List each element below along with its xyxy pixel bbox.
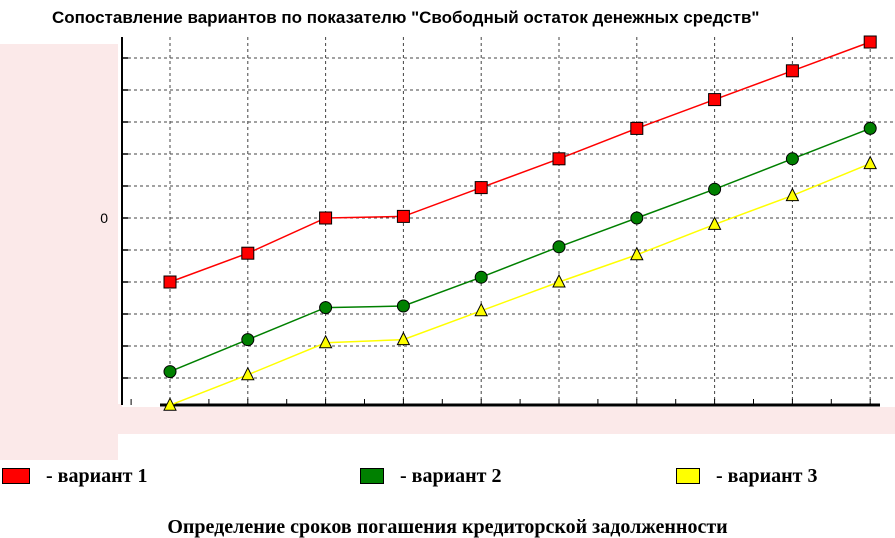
data-point-circle [474,270,488,284]
data-point-circle [396,299,410,313]
data-point-triangle [474,302,489,317]
data-point-square [241,246,255,260]
data-point-square [863,35,877,49]
chart-title: Сопоставление вариантов по показателю "С… [52,8,760,27]
data-point-square [552,152,566,166]
background-smear [118,404,895,434]
data-point-circle [630,211,644,225]
legend-label-3: - вариант 3 [716,464,818,487]
background-smear [0,44,118,404]
legend-swatch-yellow [676,468,700,484]
data-point-circle [708,182,722,196]
data-point-triangle [785,187,800,202]
y-tick-label: 0 [100,210,108,226]
data-point-circle [552,240,566,254]
data-point-square [785,64,799,78]
data-point-circle [863,121,877,135]
legend-label-1: - вариант 1 [46,464,148,487]
series-line-3 [169,162,871,406]
plot-area [122,37,895,407]
data-point-square [163,275,177,289]
legend-swatch-green [360,468,384,484]
data-point-triangle [240,366,255,381]
data-point-triangle [707,216,722,230]
series-line-2 [169,127,871,373]
data-point-circle [163,365,177,379]
data-point-square [396,209,410,223]
data-point-triangle [863,155,878,170]
data-point-triangle [163,397,177,411]
data-point-triangle [396,331,411,346]
legend-swatch-red [2,468,30,484]
legend-item-1: - вариант 1 [2,464,147,488]
legend-label-2: - вариант 2 [400,464,502,487]
data-point-square [630,121,644,135]
line-chart: 0 [100,35,895,411]
legend-item-3: - вариант 3 [676,464,817,488]
series-line-1 [169,41,871,283]
data-point-square [708,93,722,107]
data-point-square [474,181,488,195]
background-smear [0,404,118,460]
data-point-square [319,211,333,225]
footer-caption: Определение сроков погашения кредиторско… [167,516,728,538]
data-point-triangle [552,273,566,288]
legend-item-2: - вариант 2 [360,464,501,488]
data-point-circle [319,301,333,315]
data-point-circle [241,333,255,347]
data-point-circle [785,152,799,166]
data-point-triangle [318,334,333,349]
data-point-triangle [629,246,644,261]
